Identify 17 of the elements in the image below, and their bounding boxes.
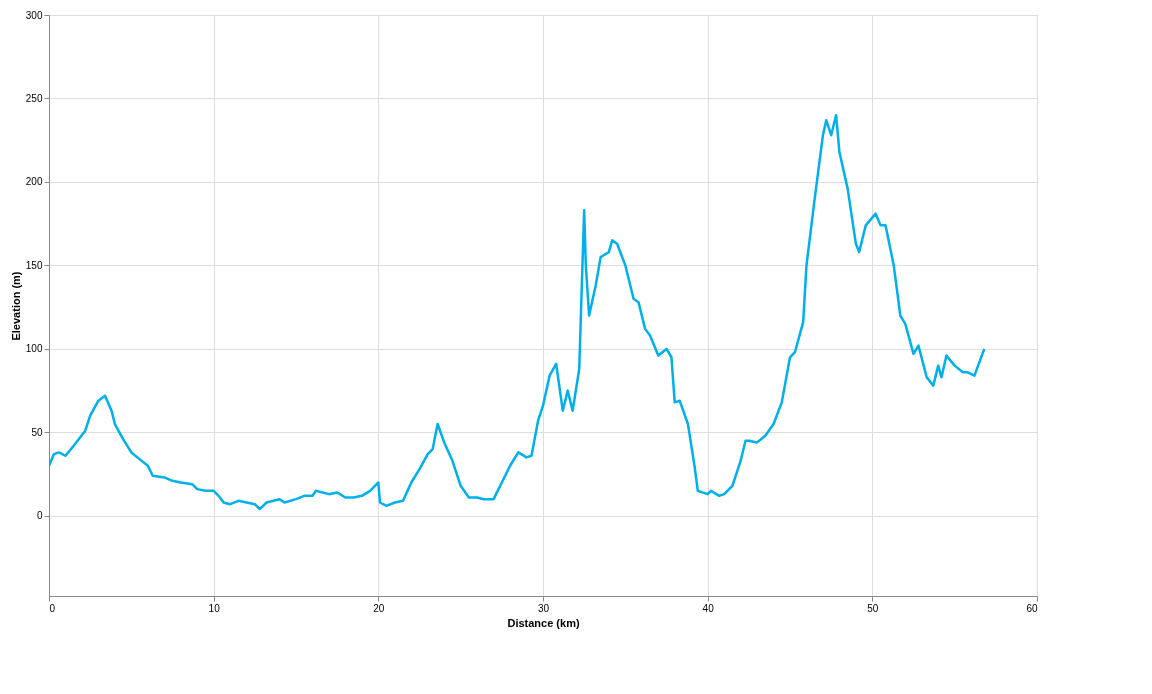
y-tick-label: 0 — [36, 510, 43, 522]
y-tick-label: 200 — [25, 176, 43, 188]
y-axis-title: Elevation (m) — [9, 271, 22, 341]
x-tick-label: 0 — [49, 602, 56, 614]
line-series — [49, 113, 986, 511]
y-tick-label: 250 — [25, 92, 43, 104]
y-tick-label: 150 — [25, 259, 43, 271]
x-tick-label: 40 — [702, 602, 715, 614]
y-tick-label: 50 — [31, 426, 43, 438]
x-tick-label: 50 — [867, 602, 879, 614]
x-axis-title: Distance (km) — [507, 616, 580, 629]
x-tick-label: 20 — [373, 602, 385, 614]
x-tick-label: 10 — [208, 602, 221, 614]
x-tick-label: 60 — [1026, 602, 1038, 614]
y-tick-label: 100 — [25, 343, 43, 355]
y-tick-label: 300 — [25, 9, 43, 21]
x-tick-label: 30 — [537, 602, 550, 614]
